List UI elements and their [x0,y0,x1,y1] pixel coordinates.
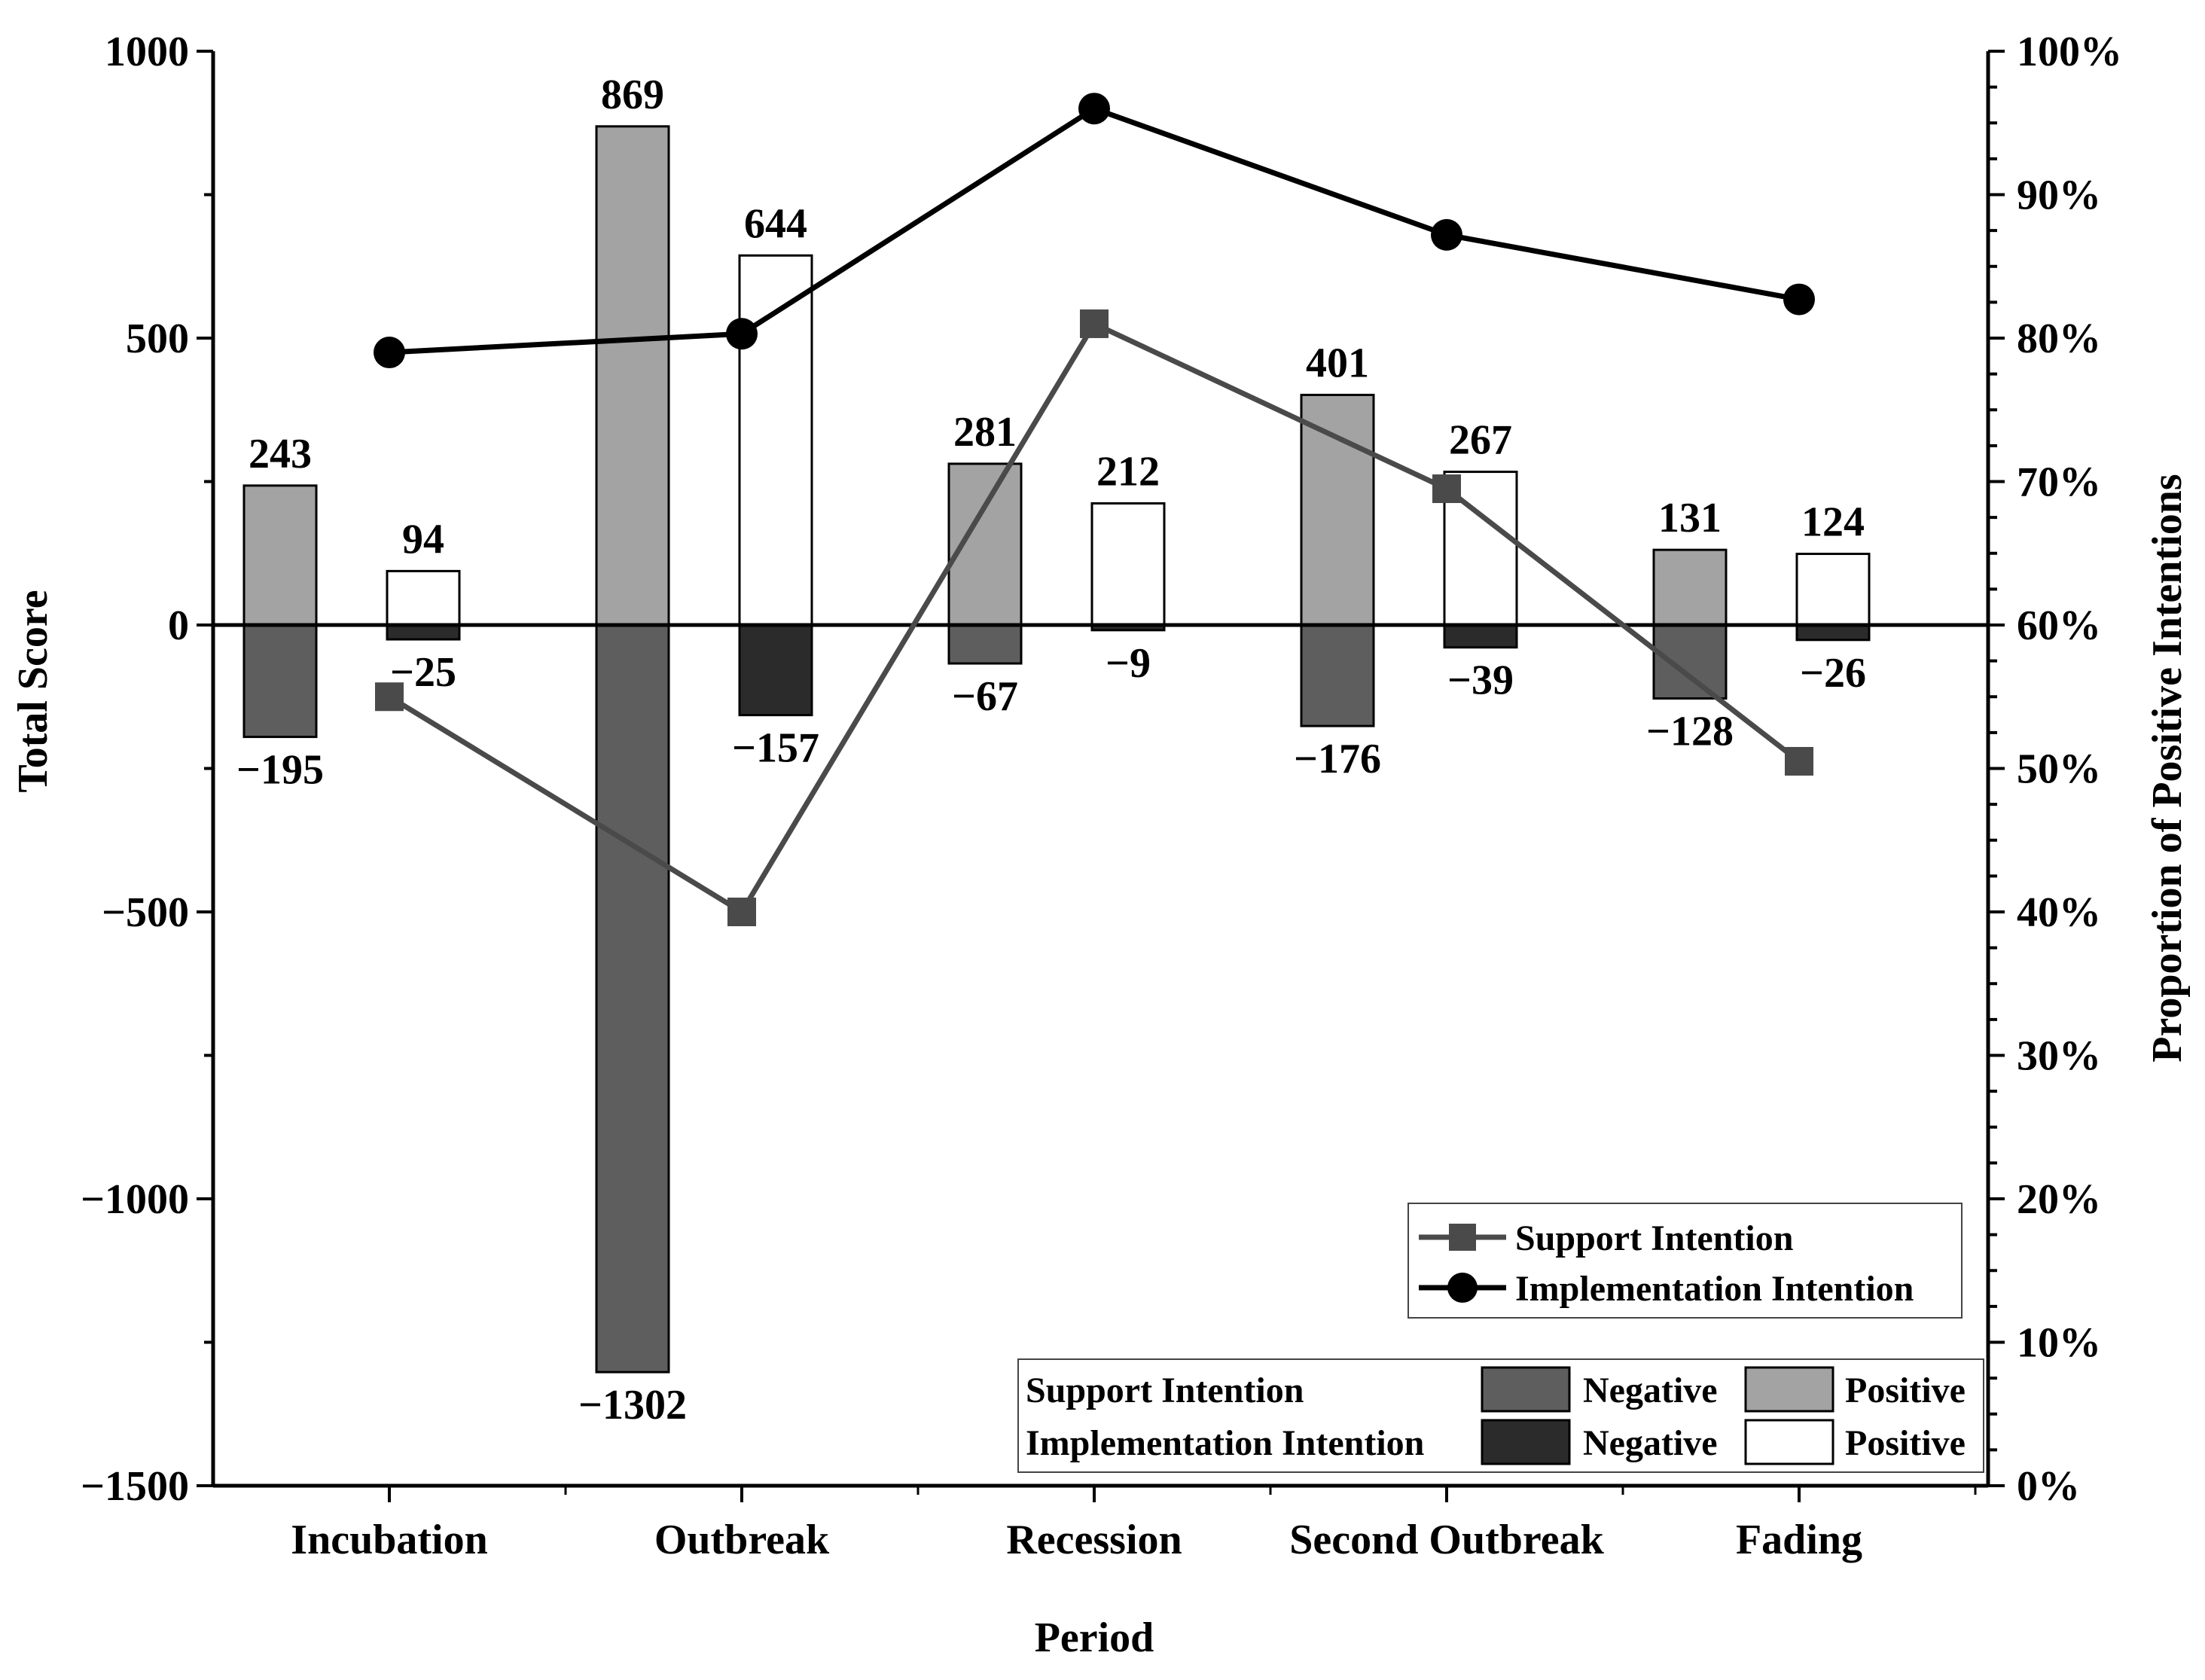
legend-negative-swatch [1481,1419,1571,1465]
bar-support-intention-negative [947,624,1023,665]
x-tick-label: Incubation [291,1517,487,1563]
point-support-intention [1432,474,1461,504]
y2-tick-label: 30% [2017,1033,2101,1080]
legend-bar-series: Support Intention Negative Positive Impleme… [1017,1358,1984,1473]
x-tick-label: Recession [1006,1517,1182,1563]
legend-negative-swatch [1481,1366,1571,1413]
data-label-implementation-intention-negative: −9 [1106,640,1151,687]
y2-tick-label: 0% [2017,1463,2080,1510]
bar-implementation-intention-negative [738,624,813,717]
point-support-intention [727,898,756,926]
legend-negative-label: Negative [1583,1423,1718,1463]
y2-tick-label: 50% [2017,746,2101,793]
y-tick-label: −1500 [81,1463,189,1510]
point-implementation-intention [1783,283,1815,316]
y-tick-label: −1000 [81,1176,189,1223]
data-label-implementation-intention-positive: 94 [402,516,444,563]
point-implementation-intention [374,337,405,369]
y2-tick-label: 60% [2017,602,2101,649]
bar-support-intention-positive [1300,393,1375,627]
y2-tick-label: 40% [2017,889,2101,936]
point-implementation-intention [1078,93,1110,125]
bar-support-intention-negative [242,624,318,739]
data-label-support-intention-positive: 243 [249,431,312,477]
data-label-implementation-intention-negative: −25 [390,649,456,696]
y2-tick-label: 20% [2017,1176,2101,1223]
data-labels-layer: 243 869 281 401 131 −195 −1302 −67 −176 −128 94 644… [236,72,1866,1428]
data-label-support-intention-positive: 869 [601,72,664,118]
bar-support-intention-negative [595,624,670,1374]
data-label-implementation-intention-positive: 267 [1449,417,1512,464]
x-tick-label: Outbreak [654,1517,830,1563]
y-tick-label: 0 [168,602,189,649]
x-axis-title: Period [1035,1614,1154,1661]
data-label-implementation-intention-positive: 644 [744,200,807,247]
bar-implementation-intention-negative [386,624,461,641]
bar-implementation-intention-negative [1443,624,1518,649]
data-label-support-intention-negative: −1302 [578,1382,687,1428]
legend-positive-label: Positive [1845,1371,1966,1410]
bar-support-intention-negative [1652,624,1728,700]
bar-implementation-intention-positive [738,254,813,627]
y2-tick-label: 90% [2017,172,2101,219]
legend-line-series: Support Intention Implementation Intentio… [1407,1203,1963,1319]
point-support-intention [1785,746,1813,776]
bar-implementation-intention-positive [1795,553,1871,627]
point-implementation-intention [1431,218,1462,251]
data-label-support-intention-positive: 281 [953,409,1017,456]
legend-line-label: Implementation Intention [1515,1269,1914,1309]
data-label-support-intention-positive: 131 [1658,495,1722,541]
y-axis-title: Total Score [10,590,56,792]
bar-support-intention-negative [1300,624,1375,727]
x-tick-label: Second Outbreak [1289,1517,1604,1563]
bar-implementation-intention-positive [386,569,461,627]
data-label-implementation-intention-positive: 212 [1096,448,1160,495]
legend-line-box [1407,1203,1963,1319]
point-implementation-intention [726,318,758,350]
bar-support-intention-positive [242,484,318,627]
y2-tick-label: 70% [2017,459,2101,506]
point-support-intention [1080,309,1109,338]
legend-positive-swatch [1744,1366,1834,1413]
legend-square-marker-icon [1449,1224,1476,1251]
y2-axis-title: Proportion of Positive Intentions [2144,474,2191,1062]
bar-support-intention-positive [595,125,670,627]
data-label-implementation-intention-negative: −39 [1447,657,1514,704]
legend-bar-row-label: Support Intention [1026,1371,1304,1410]
legend-positive-label: Positive [1845,1423,1966,1463]
y2-tick-label: 10% [2017,1320,2101,1367]
y-tick-label: 1000 [105,29,189,75]
x-tick-label: Fading [1736,1517,1862,1563]
data-label-support-intention-negative: −176 [1294,736,1381,782]
data-label-implementation-intention-negative: −157 [732,725,819,772]
data-label-support-intention-positive: 401 [1306,340,1369,386]
lines-layer [374,93,1815,926]
point-support-intention [375,682,404,712]
bars-layer [242,125,1871,1374]
bar-support-intention-positive [1652,548,1728,627]
data-label-support-intention-negative: −67 [952,673,1018,720]
bar-implementation-intention-negative [1795,624,1871,642]
legend-bar-row-label: Implementation Intention [1026,1423,1424,1463]
legend-negative-label: Negative [1583,1371,1718,1410]
legend-positive-swatch [1744,1419,1834,1465]
legend-circle-marker-icon [1447,1273,1478,1303]
bar-implementation-intention-positive [1090,502,1166,627]
y-tick-label: 500 [126,316,189,362]
y-tick-label: −500 [102,889,189,936]
axes-layer: 1000 500 0 −500 −1000 −1500 100% 90% 80% 70% 60% 50… [81,29,2122,1563]
y2-tick-label: 80% [2017,316,2101,362]
data-label-support-intention-negative: −128 [1646,709,1734,755]
data-label-implementation-intention-positive: 124 [1801,499,1865,546]
data-label-support-intention-negative: −195 [236,747,324,794]
data-label-implementation-intention-negative: −26 [1800,650,1866,697]
legend-line-label: Support Intention [1515,1218,1793,1258]
y2-tick-label: 100% [2017,29,2122,75]
